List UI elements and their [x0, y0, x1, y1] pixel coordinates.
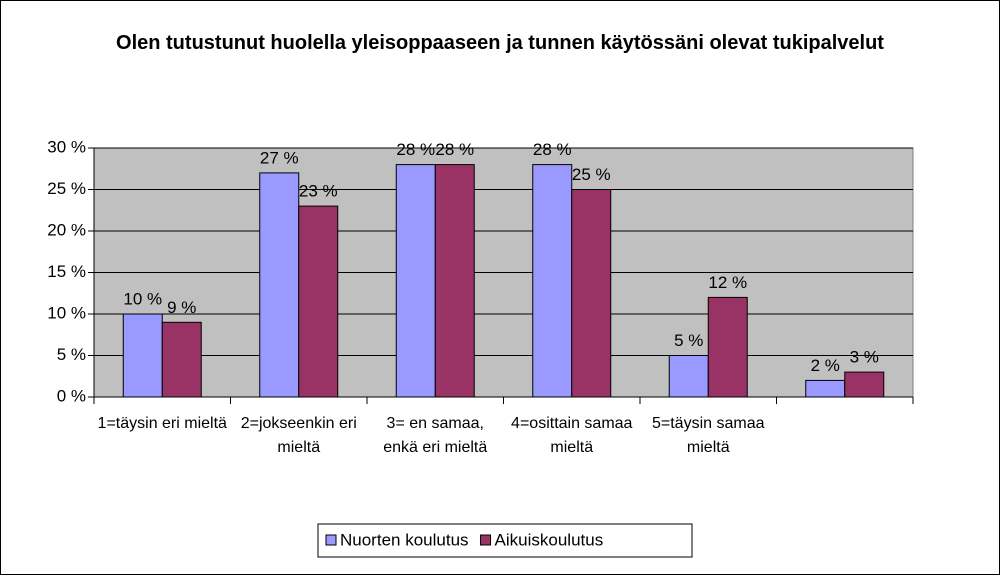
value-label: 28 %: [396, 140, 435, 159]
bar: [532, 164, 573, 398]
bar: [571, 189, 612, 398]
bar: [707, 296, 748, 398]
value-label: 23 %: [299, 182, 338, 201]
value-label: 9 %: [167, 298, 196, 317]
value-label: 27 %: [260, 148, 299, 167]
bar: [844, 371, 885, 398]
bar: [122, 313, 163, 398]
y-tick-label: 30 %: [47, 137, 86, 156]
bar: [395, 164, 436, 398]
legend-label: Nuorten koulutus: [340, 530, 469, 549]
bar: [668, 355, 709, 398]
value-label: 25 %: [572, 165, 611, 184]
y-tick-label: 0 %: [57, 386, 86, 405]
value-label: 28 %: [435, 140, 474, 159]
bar: [161, 321, 202, 398]
chart-title: Olen tutustunut huolella yleisoppaaseen …: [116, 32, 884, 54]
value-label: 5 %: [674, 331, 703, 350]
bar: [434, 164, 475, 398]
legend-swatch: [480, 534, 492, 546]
y-tick-label: 15 %: [47, 262, 86, 281]
bar: [805, 379, 846, 398]
value-label: 10 %: [123, 289, 162, 308]
bar: [259, 172, 300, 398]
x-tick-label: 1=täysin eri mieltä: [97, 415, 227, 432]
legend-label: Aikuiskoulutus: [495, 530, 604, 549]
bar: [298, 205, 339, 398]
x-tick-label: 3= en samaa, enkä eri mieltä: [383, 415, 488, 456]
value-label: 28 %: [533, 140, 572, 159]
legend-swatch: [325, 534, 337, 546]
y-tick-label: 20 %: [47, 220, 86, 239]
x-tick-label: 5=täysin samaa mieltä: [651, 415, 765, 456]
legend-box: [317, 523, 693, 558]
y-tick-label: 10 %: [47, 303, 86, 322]
x-tick-label: 2=jokseenkin eri mieltä: [240, 415, 357, 456]
value-label: 12 %: [708, 273, 747, 292]
y-tick-label: 5 %: [57, 345, 86, 364]
value-label: 2 %: [811, 356, 840, 375]
value-label: 3 %: [850, 348, 879, 367]
y-tick-label: 25 %: [47, 179, 86, 198]
x-tick-label: 4=osittain samaa mieltä: [511, 415, 633, 456]
